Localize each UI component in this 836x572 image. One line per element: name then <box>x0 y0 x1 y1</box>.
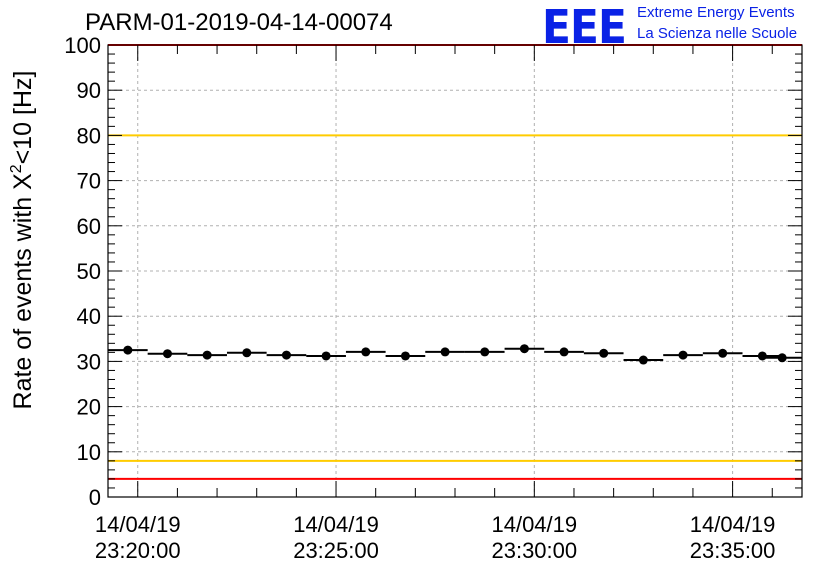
data-point <box>321 351 331 361</box>
x-tick-label-date: 14/04/19 <box>690 512 776 537</box>
y-tick-label: 70 <box>77 169 101 194</box>
y-tick-label: 20 <box>77 395 101 420</box>
data-point <box>440 347 450 357</box>
data-point <box>638 355 648 365</box>
x-tick-label-date: 14/04/19 <box>95 512 181 537</box>
label-layer: 010203040506070809010014/04/1923:20:0014… <box>8 33 775 563</box>
data-point <box>757 351 767 361</box>
y-tick-label: 0 <box>89 485 101 510</box>
y-tick-label: 30 <box>77 349 101 374</box>
y-tick-label: 100 <box>64 33 101 58</box>
y-axis-label: Rate of events with X2<10 [Hz] <box>8 71 37 410</box>
data-point <box>361 347 371 357</box>
data-point <box>599 348 609 358</box>
data-point <box>123 345 133 355</box>
x-tick-label-time: 23:30:00 <box>491 538 577 563</box>
logo-line2: La Scienza nelle Scuole <box>637 25 798 42</box>
x-tick-label-date: 14/04/19 <box>491 512 577 537</box>
axis-layer <box>107 44 803 498</box>
x-tick-label-time: 23:25:00 <box>293 538 379 563</box>
grid-layer <box>108 45 802 497</box>
y-tick-label: 90 <box>77 78 101 103</box>
y-axis-label-prefix: Rate of events with X <box>9 173 37 410</box>
data-point <box>480 347 490 357</box>
plot-title: PARM-01-2019-04-14-00074 <box>85 9 393 36</box>
data-point <box>777 353 787 363</box>
data-point <box>559 347 569 357</box>
logo-mark: EEE <box>542 0 627 54</box>
data-point <box>162 349 172 359</box>
y-tick-label: 10 <box>77 440 101 465</box>
data-layer <box>108 344 802 365</box>
data-point <box>519 344 529 354</box>
y-axis-label-suffix: <10 [Hz] <box>9 71 37 165</box>
y-tick-label: 60 <box>77 214 101 239</box>
data-point <box>718 348 728 358</box>
x-tick-label-date: 14/04/19 <box>293 512 379 537</box>
y-tick-label: 80 <box>77 123 101 148</box>
logo-line1: Extreme Energy Events <box>637 4 795 21</box>
x-tick-label-time: 23:35:00 <box>690 538 776 563</box>
y-tick-label: 50 <box>77 259 101 284</box>
data-point <box>400 351 410 361</box>
data-point <box>202 350 212 360</box>
x-tick-label-time: 23:20:00 <box>95 538 181 563</box>
threshold-layer <box>108 44 802 480</box>
data-point <box>678 350 688 360</box>
data-point <box>281 350 291 360</box>
y-tick-label: 40 <box>77 304 101 329</box>
y-axis-label-superscript: 2 <box>8 164 25 173</box>
data-point <box>242 348 252 358</box>
